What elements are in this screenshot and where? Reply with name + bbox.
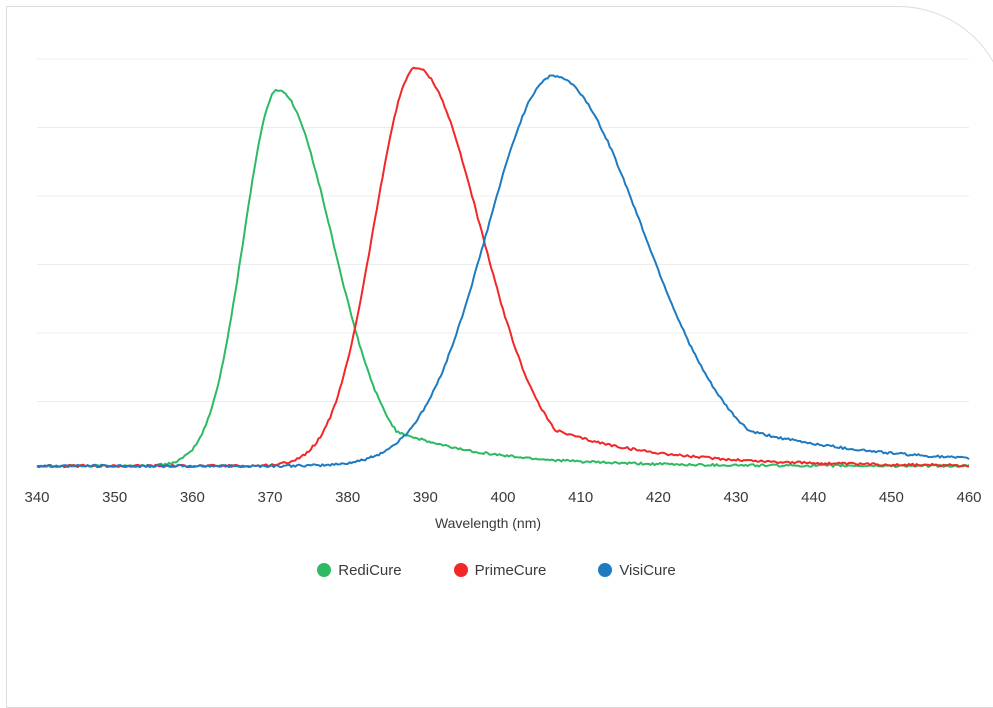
legend-item-visicure: VisiCure (598, 561, 676, 579)
legend-marker (453, 563, 468, 577)
legend-marker (598, 563, 613, 577)
x-tick-label: 430 (723, 489, 748, 506)
x-tick-label: 380 (335, 489, 360, 506)
x-tick-label: 370 (257, 489, 282, 506)
legend-label: PrimeCure (474, 561, 547, 579)
x-tick-label: 450 (879, 489, 904, 506)
legend: RediCure PrimeCure VisiCure (0, 558, 993, 582)
legend-item-redicure: RediCure (317, 561, 402, 579)
legend-label: VisiCure (619, 561, 676, 579)
series-line-visicure (36, 74, 970, 469)
legend-label: RediCure (338, 561, 402, 579)
legend-item-primecure: PrimeCure (453, 561, 547, 579)
x-tick-label: 360 (180, 489, 205, 506)
x-tick-label: 440 (801, 489, 826, 506)
x-axis-title: Wavelength (nm) (435, 515, 541, 531)
grid-lines (37, 58, 969, 402)
x-tick-label: 410 (568, 489, 593, 506)
x-axis-ticks: 340 350 360 370 380 390 400 410 420 430 440 450 460 (24, 489, 981, 506)
x-tick-label: 460 (956, 489, 981, 506)
x-tick-label: 340 (24, 489, 49, 506)
legend-marker (317, 563, 332, 577)
x-tick-label: 400 (490, 489, 515, 506)
series-lines (36, 66, 970, 469)
x-tick-label: 420 (646, 489, 671, 506)
series-line-redicure (36, 88, 970, 469)
x-tick-label: 350 (102, 489, 127, 506)
x-tick-label: 390 (413, 489, 438, 506)
chart-card (6, 6, 993, 708)
chart-area: 340 350 360 370 380 390 400 410 420 430 440 450 460 … (24, 58, 982, 531)
